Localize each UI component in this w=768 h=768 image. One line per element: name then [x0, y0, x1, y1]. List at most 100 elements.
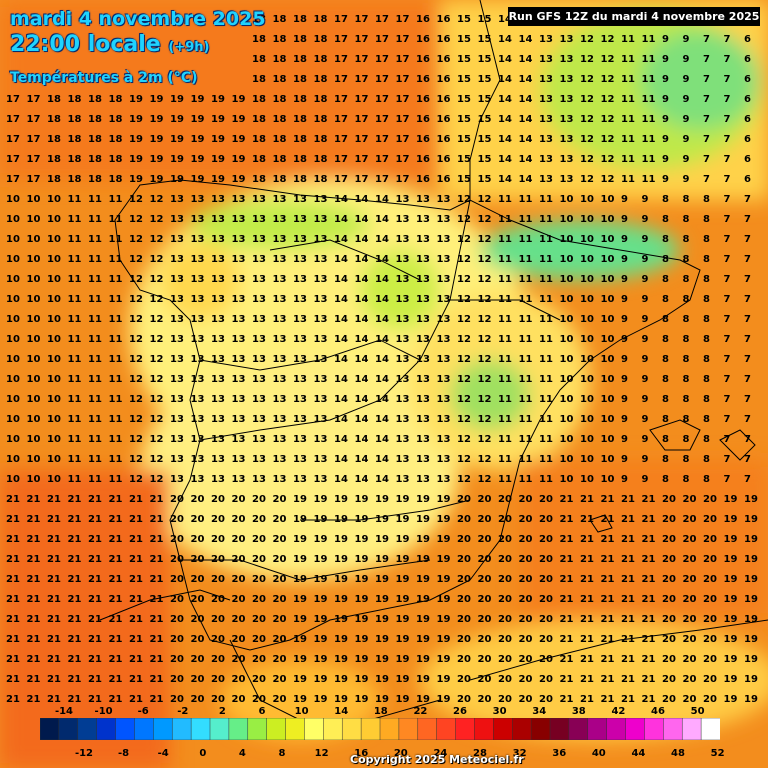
legend-top-label: 42 [611, 706, 625, 717]
grid-value: 19 [437, 594, 451, 605]
grid-value: 14 [334, 274, 348, 285]
grid-value: 18 [293, 134, 307, 145]
grid-value: 19 [129, 114, 143, 125]
grid-value: 13 [539, 54, 553, 65]
legend-top-label: 22 [413, 706, 427, 717]
grid-value: 10 [6, 394, 20, 405]
grid-value: 20 [703, 514, 717, 525]
grid-value: 13 [416, 254, 430, 265]
grid-value: 13 [416, 274, 430, 285]
grid-value: 19 [375, 494, 389, 505]
grid-value: 21 [642, 574, 656, 585]
grid-value: 13 [396, 294, 410, 305]
grid-value: 13 [191, 374, 205, 385]
grid-value: 11 [109, 334, 123, 345]
grid-value: 12 [601, 174, 615, 185]
grid-value: 21 [560, 594, 574, 605]
grid-value: 21 [601, 614, 615, 625]
grid-value: 13 [252, 314, 266, 325]
grid-value: 18 [109, 114, 123, 125]
grid-value: 7 [744, 374, 751, 385]
grid-value: 7 [724, 334, 731, 345]
grid-value: 13 [170, 334, 184, 345]
grid-value: 10 [580, 254, 594, 265]
grid-value: 14 [375, 274, 389, 285]
grid-value: 20 [703, 614, 717, 625]
legend-top-label: 2 [219, 706, 226, 717]
grid-value: 8 [703, 234, 710, 245]
grid-value: 12 [150, 394, 164, 405]
grid-value: 7 [724, 174, 731, 185]
grid-value: 10 [580, 474, 594, 485]
legend-top-label: 30 [493, 706, 507, 717]
grid-value: 11 [109, 454, 123, 465]
grid-value: 20 [478, 594, 492, 605]
grid-value: 7 [724, 434, 731, 445]
grid-value: 20 [232, 694, 246, 705]
grid-value: 11 [88, 194, 102, 205]
grid-value: 10 [601, 474, 615, 485]
grid-value: 21 [129, 614, 143, 625]
grid-value: 21 [68, 594, 82, 605]
grid-value: 12 [478, 434, 492, 445]
grid-value: 21 [150, 494, 164, 505]
grid-value: 7 [703, 134, 710, 145]
grid-value: 13 [252, 194, 266, 205]
grid-value: 8 [703, 214, 710, 225]
grid-value: 13 [232, 234, 246, 245]
forecast-time: 22:00 locale (+9h) [10, 32, 209, 57]
grid-value: 19 [437, 534, 451, 545]
grid-value: 20 [191, 674, 205, 685]
grid-value: 19 [724, 534, 738, 545]
grid-value: 13 [314, 314, 328, 325]
grid-value: 13 [191, 234, 205, 245]
grid-value: 20 [662, 614, 676, 625]
grid-value: 19 [375, 594, 389, 605]
grid-value: 20 [498, 594, 512, 605]
grid-value: 19 [293, 494, 307, 505]
grid-value: 21 [88, 494, 102, 505]
grid-value: 9 [621, 294, 628, 305]
grid-value: 7 [744, 214, 751, 225]
grid-value: 21 [68, 514, 82, 525]
grid-value: 21 [580, 614, 594, 625]
grid-value: 19 [375, 614, 389, 625]
grid-value: 19 [232, 114, 246, 125]
grid-value: 10 [560, 274, 574, 285]
grid-value: 12 [150, 234, 164, 245]
legend-top-label: -2 [177, 706, 188, 717]
grid-value: 19 [314, 634, 328, 645]
grid-value: 21 [621, 574, 635, 585]
grid-value: 11 [519, 254, 533, 265]
grid-value: 21 [580, 534, 594, 545]
grid-value: 13 [170, 434, 184, 445]
grid-value: 11 [88, 414, 102, 425]
grid-value: 17 [396, 114, 410, 125]
grid-value: 21 [109, 494, 123, 505]
grid-value: 13 [170, 274, 184, 285]
grid-value: 7 [703, 114, 710, 125]
grid-value: 11 [109, 394, 123, 405]
legend-top-label: 50 [691, 706, 705, 717]
grid-value: 19 [211, 114, 225, 125]
grid-value: 14 [519, 174, 533, 185]
grid-value: 17 [6, 134, 20, 145]
grid-value: 12 [150, 454, 164, 465]
grid-value: 9 [683, 114, 690, 125]
grid-value: 11 [68, 434, 82, 445]
grid-value: 18 [47, 154, 61, 165]
grid-value: 20 [662, 694, 676, 705]
grid-value: 11 [539, 394, 553, 405]
grid-value: 12 [129, 474, 143, 485]
grid-value: 17 [396, 54, 410, 65]
grid-value: 18 [68, 134, 82, 145]
grid-value: 19 [724, 494, 738, 505]
grid-value: 15 [457, 14, 471, 25]
grid-value: 11 [68, 374, 82, 385]
grid-value: 11 [88, 274, 102, 285]
grid-value: 12 [129, 394, 143, 405]
grid-value: 17 [6, 174, 20, 185]
grid-value: 21 [621, 494, 635, 505]
grid-value: 10 [601, 314, 615, 325]
grid-value: 13 [170, 194, 184, 205]
